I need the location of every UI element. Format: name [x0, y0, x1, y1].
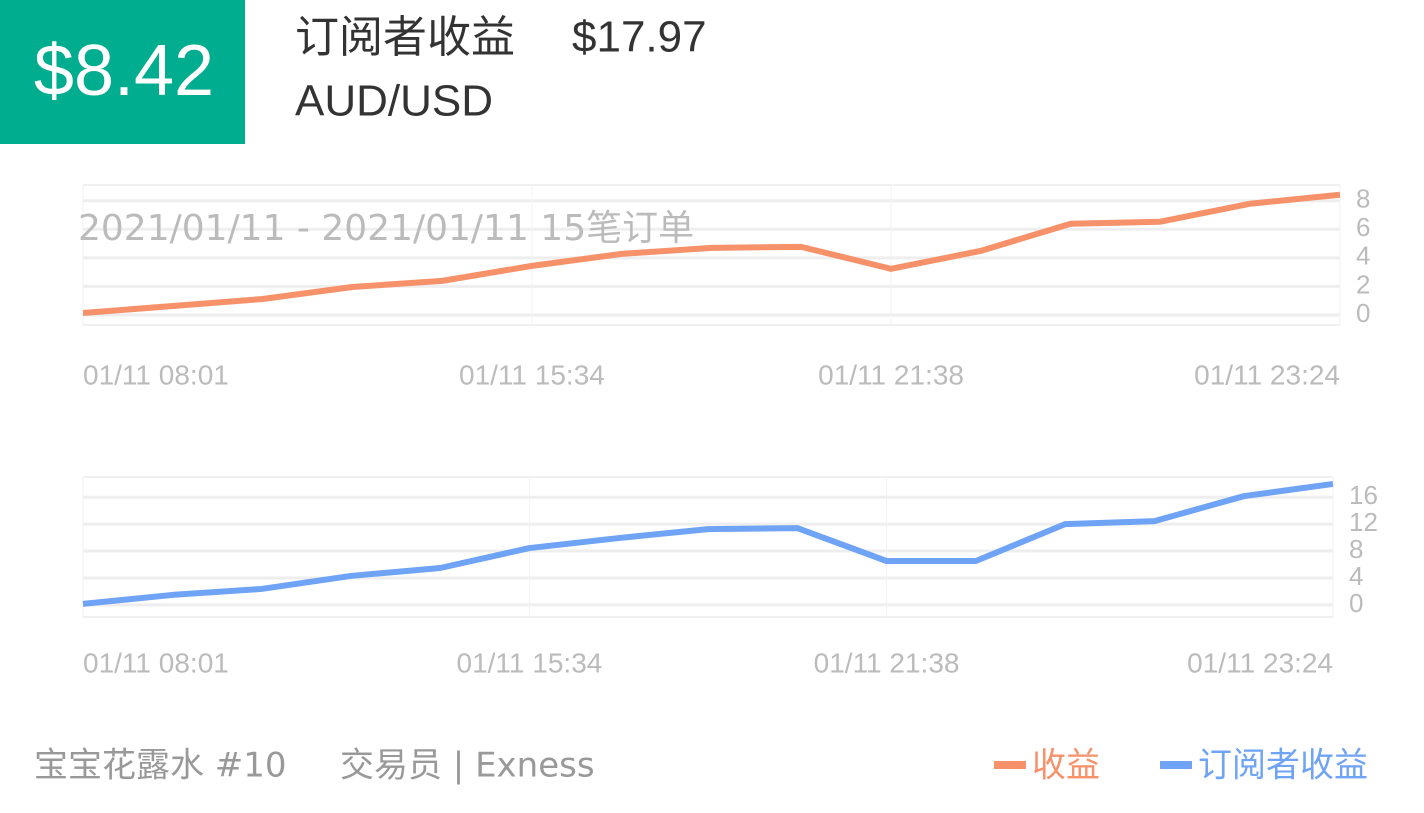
y-tick-label: 6	[1356, 212, 1370, 242]
x-tick-label: 01/11 08:01	[83, 647, 229, 678]
y-tick-label: 4	[1349, 561, 1363, 591]
y-tick-label: 12	[1349, 507, 1378, 537]
x-tick-label: 01/11 08:01	[83, 359, 229, 390]
y-tick-label: 0	[1349, 588, 1363, 618]
y-tick-label: 2	[1356, 269, 1370, 299]
symbol: AUD/USD	[295, 77, 493, 126]
subtitle: 2021/01/11 - 2021/01/11 15笔订单	[78, 208, 694, 249]
y-tick-label: 0	[1356, 298, 1370, 328]
y-tick-label: 8	[1349, 534, 1363, 564]
y-tick-label: 8	[1356, 184, 1370, 214]
broker: 交易员 | Exness	[340, 746, 595, 786]
profit: $8.42	[34, 31, 214, 111]
subscriber-value: $17.97	[572, 13, 707, 62]
x-tick-label: 01/11 21:38	[814, 647, 960, 678]
x-tick-label: 01/11 23:24	[1194, 359, 1340, 390]
line	[82, 191, 1341, 316]
profit-box	[0, 0, 245, 144]
y-tick-label: 16	[1349, 480, 1378, 510]
subscriber-label: 订阅者收益	[295, 12, 515, 63]
trader: 宝宝花露水 #10	[34, 746, 287, 786]
x-tick-label: 01/11 21:38	[818, 359, 964, 390]
x-tick-label: 01/11 15:34	[459, 359, 605, 390]
line	[82, 480, 1334, 607]
legend-label: 订阅者收益	[1198, 746, 1368, 786]
x-tick-label: 01/11 15:34	[457, 647, 603, 678]
y-tick-label: 4	[1356, 241, 1370, 271]
x-tick-label: 01/11 23:24	[1187, 647, 1333, 678]
legend-label: 收益	[1032, 746, 1100, 786]
